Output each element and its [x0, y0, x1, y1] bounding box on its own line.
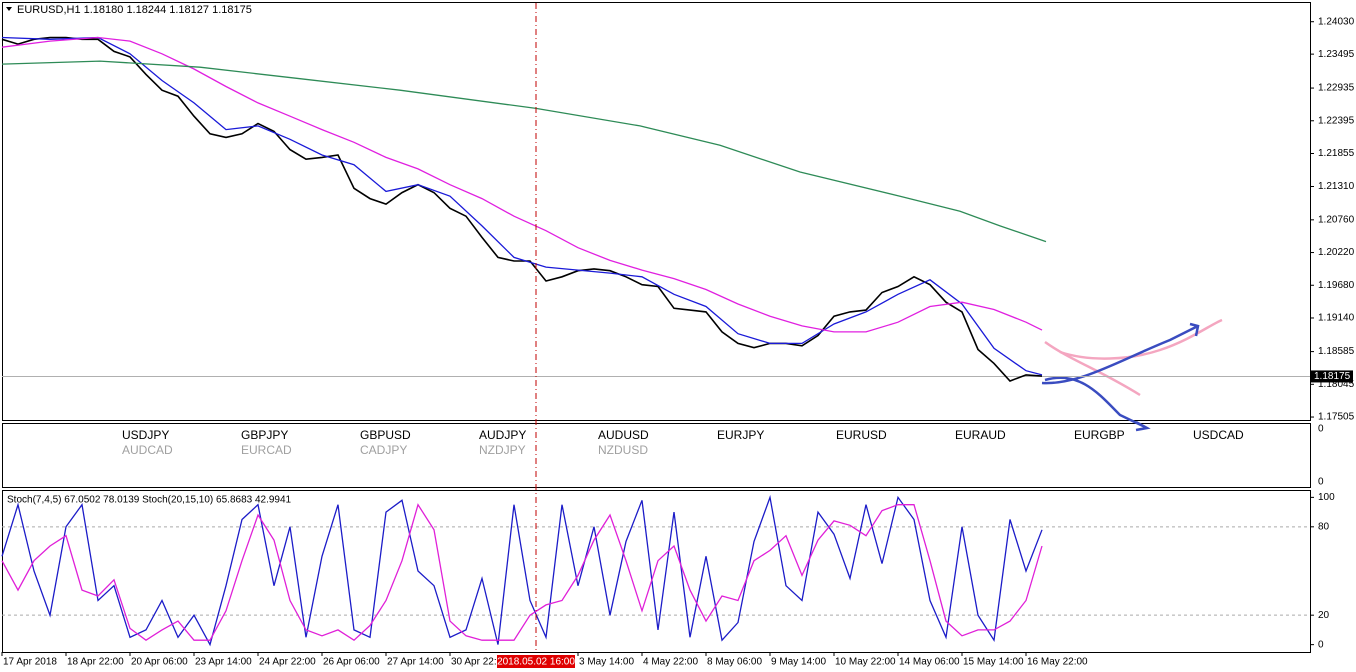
pair-label: EURJPY	[717, 428, 764, 442]
y-tick-label: 1.21310	[1318, 181, 1355, 192]
stoch-panel	[2, 490, 1311, 653]
y-tick-label: 80	[1318, 521, 1330, 532]
pair-label: AUDJPY	[479, 428, 526, 442]
pair-label: CADJPY	[360, 443, 407, 457]
main-panel	[2, 2, 1311, 421]
x-tick-label: 14 May 06:00	[899, 657, 960, 668]
y-tick-label: 1.18585	[1318, 346, 1355, 357]
pink-stroke	[1059, 318, 1223, 360]
y-tick-label: 20	[1318, 610, 1330, 621]
y-tick-label: 1.19140	[1318, 313, 1355, 324]
cursor-box	[497, 655, 575, 668]
series-line	[1, 60, 1047, 243]
x-tick-label: 9 May 14:00	[771, 657, 826, 668]
pair-label: EURUSD	[836, 428, 887, 442]
blue-arrow	[1041, 322, 1200, 385]
y-tick-label: 100	[1318, 492, 1335, 503]
y-tick-label: 1.17505	[1318, 412, 1355, 423]
pair-label: NZDJPY	[479, 443, 526, 457]
y-tick-label: 1.22395	[1318, 115, 1355, 126]
pair-label: AUDUSD	[598, 428, 649, 442]
pair-label: EURAUD	[955, 428, 1006, 442]
menu-icon[interactable]	[6, 7, 12, 11]
x-tick-label: 18 Apr 22:00	[67, 657, 124, 668]
current-price-label: 1.18175	[1314, 371, 1351, 382]
y-tick-label: 1.20760	[1318, 214, 1355, 225]
label-panel	[2, 423, 1311, 488]
chart-title: EURUSD,H1 1.18180 1.18244 1.18127 1.1817…	[17, 4, 252, 16]
y-tick-label: 1.24030	[1318, 16, 1355, 27]
x-tick-label: 24 Apr 22:00	[259, 657, 316, 668]
stoch-title: Stoch(7,4,5) 67.0502 78.0139 Stoch(20,15…	[7, 495, 292, 506]
y-tick-label: 1.21855	[1318, 148, 1355, 159]
series-line	[1, 36, 1043, 333]
x-tick-label: 4 May 22:00	[643, 657, 698, 668]
y-tick-label: 1.18045	[1318, 379, 1355, 390]
x-tick-label: 17 Apr 2018	[3, 657, 57, 668]
x-tick-label: 23 Apr 14:00	[195, 657, 252, 668]
x-tick-label: 8 May 06:00	[707, 657, 762, 668]
pair-label: USDCAD	[1193, 428, 1244, 442]
pair-label: GBPJPY	[241, 428, 288, 442]
y-tick-label: 1.20220	[1318, 247, 1355, 258]
series-line	[1, 503, 1043, 642]
y-tick-label: 0	[1318, 477, 1324, 488]
x-tick-label: 20 Apr 06:00	[131, 657, 188, 668]
x-tick-label: 3 May 14:00	[579, 657, 634, 668]
y-tick-label: 0	[1318, 639, 1324, 650]
x-tick-label: 26 Apr 06:00	[323, 657, 380, 668]
pair-label: NZDUSD	[598, 443, 648, 457]
x-tick-label: 27 Apr 14:00	[387, 657, 444, 668]
y-tick-label: 1.19680	[1318, 280, 1355, 291]
blue-arrow	[1044, 376, 1151, 432]
series-line	[1, 36, 1043, 376]
pink-stroke	[1044, 340, 1141, 397]
cursor-label: 2018.05.02 16:00	[497, 657, 575, 668]
pair-label: EURGBP	[1074, 428, 1125, 442]
y-tick-label: 1.23495	[1318, 49, 1355, 60]
pair-label: EURCAD	[241, 443, 292, 457]
pair-label: AUDCAD	[122, 443, 173, 457]
y-tick-label: 1.22935	[1318, 83, 1355, 94]
series-line	[1, 494, 1043, 647]
annotations	[1041, 318, 1223, 432]
series-line	[1, 36, 1043, 382]
pair-label: GBPUSD	[360, 428, 411, 442]
pair-label: USDJPY	[122, 428, 169, 442]
current-price-box	[1311, 370, 1353, 383]
y-tick-label: 0	[1318, 424, 1324, 435]
x-tick-label: 30 Apr 22:00	[451, 657, 508, 668]
x-tick-label: 16 May 22:00	[1027, 657, 1088, 668]
x-tick-label: 15 May 14:00	[963, 657, 1024, 668]
x-tick-label: 10 May 22:00	[835, 657, 896, 668]
